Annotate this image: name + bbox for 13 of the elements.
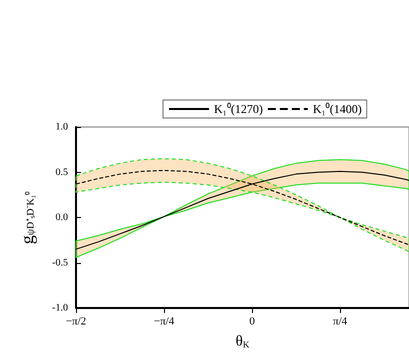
y-tick-label: 1.0	[56, 122, 68, 132]
x-tick-label: −π/4	[154, 316, 175, 328]
legend-label: K₁⁰(1270)	[214, 102, 263, 116]
y-axis-title: gψD⁺ₛD⁻K₁⁰	[17, 190, 37, 244]
x-tick-label: 0	[249, 316, 256, 328]
y-tick-label: -1.0	[52, 302, 68, 314]
legend-label: K₁⁰(1400)	[312, 102, 362, 116]
x-tick-label: π/4	[333, 316, 348, 328]
y-tick-label: -0.5	[52, 257, 68, 268]
x-tick-label: −π/2	[66, 316, 86, 328]
y-tick-label: 0.5	[56, 166, 68, 178]
x-axis-title: θK	[236, 334, 250, 350]
y-tick-label: 0.0	[56, 212, 68, 223]
